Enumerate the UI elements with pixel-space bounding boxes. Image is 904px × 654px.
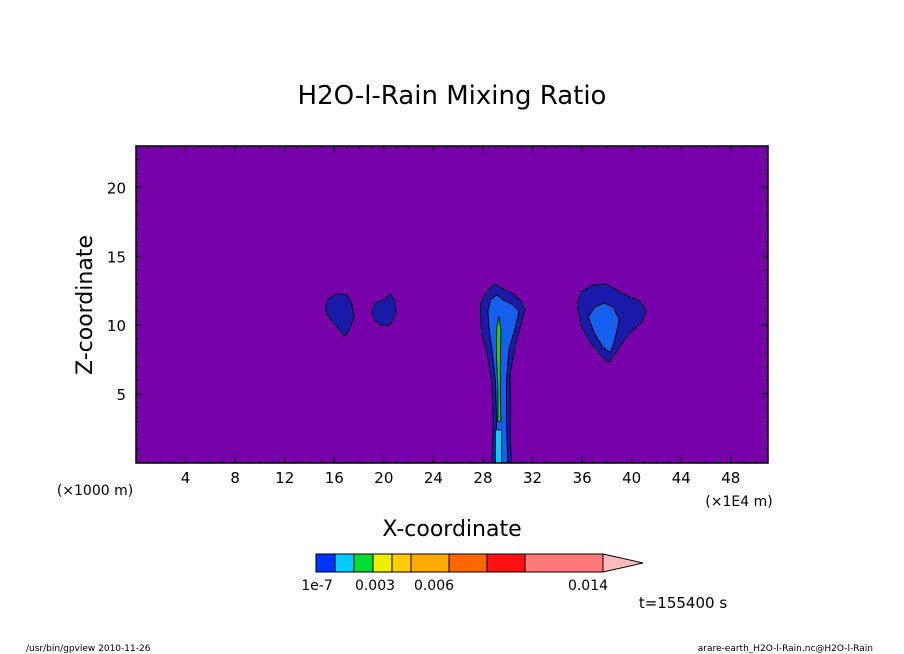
contour-region-6 — [587, 302, 620, 354]
x-tick-label: 40 — [622, 469, 641, 487]
x-tick-label: 16 — [325, 469, 344, 487]
chart-title: H2O-l-Rain Mixing Ratio — [298, 81, 607, 111]
colorbar-swatch — [448, 553, 488, 573]
contour-region-7 — [496, 316, 502, 423]
colorbar-label-min: 1e-7 — [301, 578, 332, 594]
colorbar-labels: 1e-7 0.003 0.006 0.014 — [301, 578, 608, 594]
contour-region-2 — [371, 293, 397, 326]
x-ticks: 4 8 12 16 20 24 28 32 36 40 44 48 — [147, 146, 757, 487]
y-tick-label: 15 — [107, 248, 126, 266]
x-tick-label: 44 — [672, 469, 691, 487]
colorbar-swatch — [524, 553, 604, 573]
y-ticks: 5 10 15 20 — [107, 159, 768, 450]
colorbar-swatch — [410, 553, 450, 573]
colorbar-swatch — [372, 553, 393, 573]
x-unit-label: (×1E4 m) — [705, 494, 772, 510]
contour-region-8 — [494, 429, 503, 464]
x-axis-label: X-coordinate — [382, 517, 521, 542]
colorbar-swatch — [353, 553, 374, 573]
x-tick-label: 28 — [473, 469, 492, 487]
y-tick-label: 5 — [116, 386, 126, 404]
x-tick-label: 12 — [275, 469, 294, 487]
colorbar-label-0014: 0.014 — [568, 578, 608, 594]
colorbar-label-0006: 0.006 — [414, 578, 454, 594]
footer-left: /usr/bin/gpview 2010-11-26 — [26, 644, 151, 654]
x-tick-label: 8 — [230, 469, 240, 487]
colorbar-swatch — [315, 553, 336, 573]
colorbar-label-0003: 0.003 — [355, 578, 395, 594]
x-tick-label: 20 — [374, 469, 393, 487]
colorbar-swatch — [391, 553, 412, 573]
footer-right: arare-earth_H2O-l-Rain.nc@H2O-l-Rain — [698, 644, 873, 654]
colorbar — [315, 553, 644, 573]
colorbar-swatch — [486, 553, 526, 573]
y-tick-label: 10 — [107, 317, 126, 335]
colorbar-swatch — [334, 553, 355, 573]
time-label: t=155400 s — [639, 594, 727, 612]
contour-regions — [325, 283, 648, 464]
colorbar-extend-arrow — [602, 553, 644, 573]
contour-region-1 — [325, 293, 355, 337]
contour-region-5 — [487, 294, 520, 464]
x-tick-label: 24 — [424, 469, 443, 487]
y-axis-label: Z-coordinate — [73, 235, 98, 375]
x-tick-label: 36 — [573, 469, 592, 487]
plot-frame — [135, 145, 769, 464]
y-tick-label: 20 — [107, 179, 126, 197]
plot-background — [136, 146, 768, 463]
x-tick-label: 4 — [181, 469, 191, 487]
x-tick-label: 48 — [721, 469, 740, 487]
y-unit-label: (×1000 m) — [57, 483, 133, 499]
x-tick-label: 32 — [523, 469, 542, 487]
